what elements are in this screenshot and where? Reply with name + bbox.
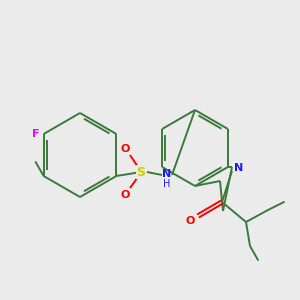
Text: N: N: [234, 163, 244, 173]
Text: O: O: [120, 144, 130, 154]
Text: H: H: [163, 179, 171, 189]
Text: O: O: [120, 190, 130, 200]
Text: O: O: [185, 216, 195, 226]
Text: N: N: [162, 169, 172, 179]
Text: S: S: [136, 166, 146, 178]
Text: F: F: [32, 129, 39, 139]
